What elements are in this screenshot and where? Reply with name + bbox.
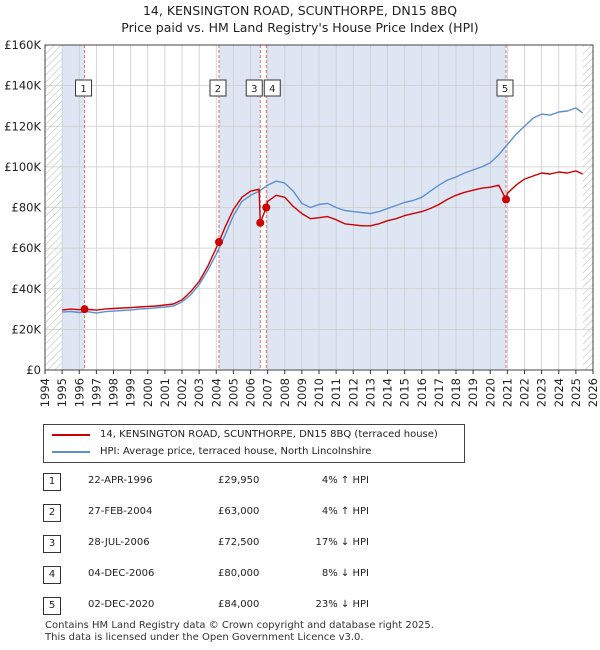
sale-badge: 4 [43,566,61,584]
sale-badge: 2 [43,504,61,522]
sale-hpi-diff: 23% ↓ HPI [315,599,369,610]
x-tick-label: 1999 [124,378,138,407]
table-row: 5 02-DEC-2020 £84,000 23% ↓ HPI [43,597,443,615]
sale-date: 27-FEB-2004 [88,506,153,517]
x-tick-label: 2008 [278,378,292,407]
x-tick-label: 2000 [141,378,155,407]
x-tick-label: 1997 [89,378,103,407]
table-row: 2 27-FEB-2004 £63,000 4% ↑ HPI [43,504,443,522]
x-tick-label: 2023 [535,378,549,407]
x-tick-label: 2011 [329,378,343,407]
sale-label-box [245,79,263,97]
y-tick-label: £20K [12,322,42,336]
x-tick-label: 2002 [175,378,189,407]
sale-label: 2 [215,84,221,95]
legend-swatch-hpi [52,451,90,453]
y-tick-label: £120K [4,119,41,133]
footer-line-1: Contains HM Land Registry data © Crown c… [45,620,434,631]
sale-marker [214,238,223,247]
sale-badge: 5 [43,597,61,615]
sale-date: 04-DEC-2006 [88,568,155,579]
sale-label: 4 [269,84,275,95]
x-tick-label: 2016 [415,378,429,407]
footer-line-2: This data is licensed under the Open Gov… [45,632,364,643]
x-tick-label: 2017 [432,378,446,407]
y-tick-label: £160K [4,38,41,52]
x-tick-label: 2009 [295,378,309,407]
y-tick-label: £40K [12,282,42,296]
sale-hpi-diff: 17% ↓ HPI [315,537,369,548]
x-tick-label: 2004 [209,378,223,407]
plot-frame [44,44,594,371]
sale-badge: 1 [43,473,61,491]
x-tick-label: 1994 [38,378,52,407]
legend-label-hpi: HPI: Average price, terraced house, Nort… [100,446,372,457]
y-tick-label: £0 [26,363,41,377]
sale-label: 1 [80,84,86,95]
x-tick-label: 2018 [449,378,463,407]
sale-marker [80,305,89,314]
sale-label-box [263,79,281,97]
sale-label: 5 [502,84,508,95]
y-tick-label: £140K [4,79,41,93]
x-tick-label: 1998 [107,378,121,407]
sale-marker [256,218,265,227]
sale-price: £80,000 [218,568,260,579]
x-tick-label: 2022 [518,378,532,407]
sale-label-box [496,79,514,97]
property-line [62,170,583,311]
table-row: 1 22-APR-1996 £29,950 4% ↑ HPI [43,473,443,491]
x-tick-label: 2019 [466,378,480,407]
sale-price: £84,000 [218,599,260,610]
sale-price: £29,950 [218,475,260,486]
legend-swatch-property [52,434,90,436]
price-chart: 1 2 3 4 5 £0 £20K £40K £60K £80K £100K £120K £140K £… [4,38,600,407]
sale-label: 3 [251,84,257,95]
y-tick-label: £100K [4,160,41,174]
x-tick-label: 2025 [569,378,583,407]
sale-hpi-diff: 4% ↑ HPI [321,506,369,517]
x-tick-label: 1995 [55,378,69,407]
sale-price: £72,500 [218,537,260,548]
x-tick-label: 2003 [192,378,206,407]
chart-title: 14, KENSINGTON ROAD, SCUNTHORPE, DN15 8B… [0,2,600,36]
legend-label-property: 14, KENSINGTON ROAD, SCUNTHORPE, DN15 8B… [100,429,438,440]
sale-label-box [75,79,93,97]
sale-date: 28-JUL-2006 [88,537,150,548]
x-tick-label: 2007 [261,378,275,407]
sale-hpi-diff: 8% ↓ HPI [321,568,369,579]
x-tick-label: 2005 [226,378,240,407]
legend: 14, KENSINGTON ROAD, SCUNTHORPE, DN15 8B… [43,424,465,463]
x-tick-label: 2006 [244,378,258,407]
x-tick-label: 2020 [483,378,497,407]
sale-hpi-diff: 4% ↑ HPI [321,475,369,486]
x-tick-label: 2001 [158,378,172,407]
x-tick-label: 2014 [381,378,395,407]
title-line-2: Price paid vs. HM Land Registry's House … [121,20,479,35]
y-tick-label: £80K [12,201,42,215]
sale-price: £63,000 [218,506,260,517]
x-tick-label: 2010 [312,378,326,407]
sale-marker [262,203,271,212]
sale-date: 02-DEC-2020 [88,599,155,610]
x-tick-label: 2024 [552,378,566,407]
table-row: 3 28-JUL-2006 £72,500 17% ↓ HPI [43,535,443,553]
x-tick-label: 2021 [500,378,514,407]
x-tick-label: 1996 [72,378,86,407]
sale-date: 22-APR-1996 [88,475,153,486]
footer: Contains HM Land Registry data © Crown c… [45,620,434,644]
x-tick-label: 2013 [363,378,377,407]
table-row: 4 04-DEC-2006 £80,000 8% ↓ HPI [43,566,443,584]
x-tick-label: 2026 [586,378,600,407]
sale-badge: 3 [43,535,61,553]
title-line-1: 14, KENSINGTON ROAD, SCUNTHORPE, DN15 8B… [142,3,458,18]
sale-label-box [209,79,227,97]
x-tick-label: 2015 [398,378,412,407]
sale-marker [502,195,511,204]
y-tick-label: £60K [12,241,42,255]
hpi-line [62,107,584,314]
x-tick-label: 2012 [346,378,360,407]
